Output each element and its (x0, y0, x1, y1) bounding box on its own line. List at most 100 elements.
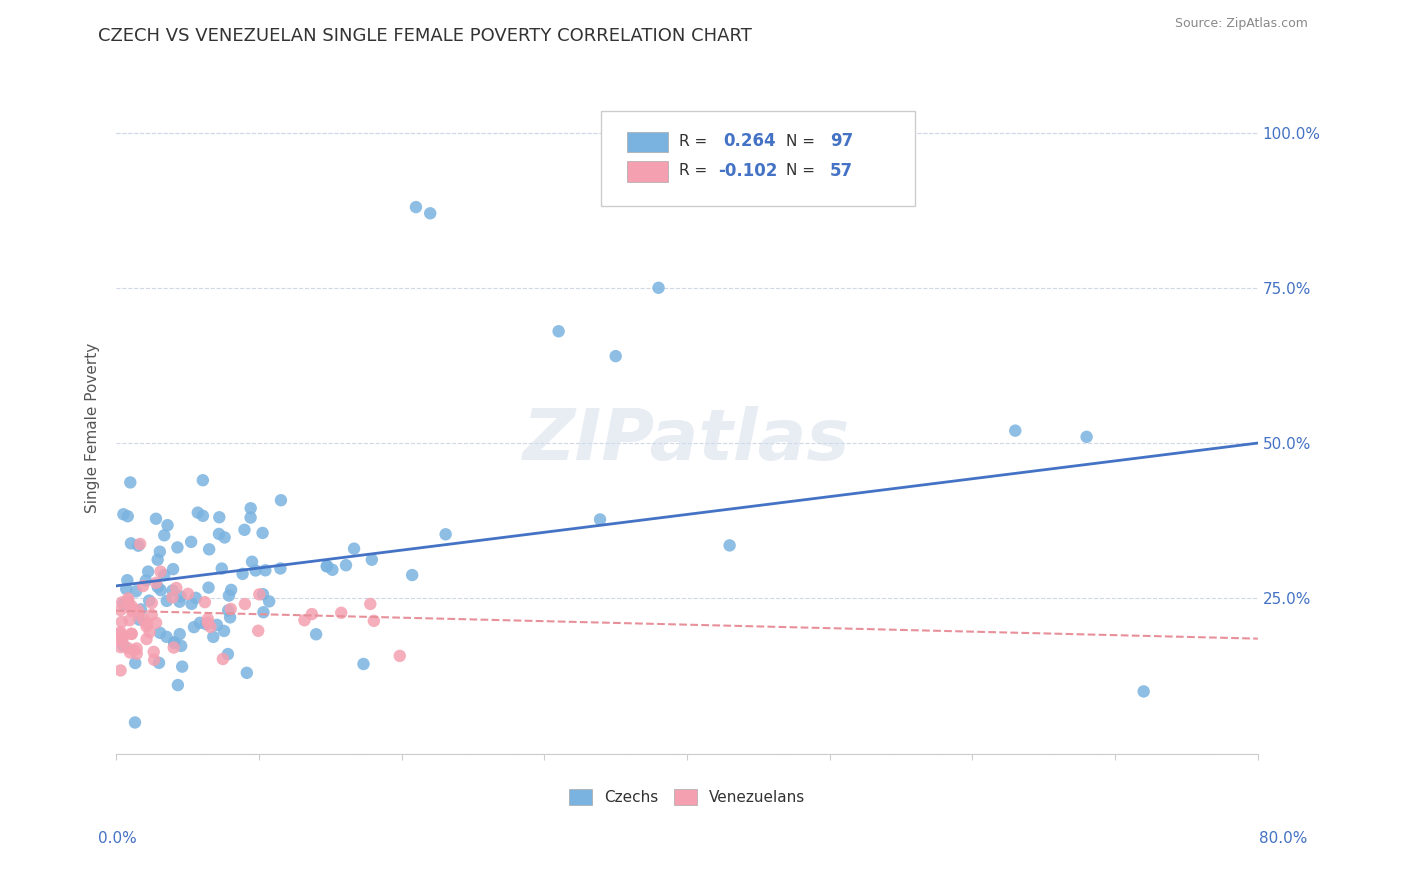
Point (167, 678, 190, 692)
Point (121, 602, 143, 616)
Point (132, 612, 155, 626)
Point (111, 632, 134, 646)
Point (112, 639, 135, 653)
Point (149, 544, 172, 558)
Point (1004, 424, 1026, 438)
Point (117, 640, 139, 655)
Point (233, 523, 256, 537)
Point (257, 594, 280, 608)
Point (589, 512, 612, 526)
Point (110, 603, 132, 617)
Point (169, 627, 191, 641)
Point (388, 648, 411, 663)
Point (214, 531, 236, 545)
Point (172, 659, 194, 673)
Point (163, 635, 186, 649)
Text: N =: N = (786, 163, 820, 178)
Point (145, 575, 167, 590)
Point (198, 542, 221, 557)
Point (118, 613, 141, 627)
Point (247, 587, 270, 601)
Point (605, 349, 627, 363)
Point (205, 618, 228, 632)
Point (195, 617, 218, 632)
Point (212, 652, 235, 666)
Point (111, 615, 134, 629)
Point (112, 597, 135, 611)
Point (187, 506, 209, 520)
Point (219, 602, 242, 616)
Point (143, 653, 166, 667)
Point (217, 647, 239, 661)
Point (162, 583, 184, 598)
Point (363, 614, 385, 628)
Point (247, 624, 270, 638)
Point (647, 281, 669, 295)
Point (180, 597, 202, 611)
Point (188, 615, 211, 630)
Point (141, 607, 163, 622)
Point (1076, 430, 1098, 444)
Point (148, 656, 170, 670)
Point (125, 584, 148, 599)
Point (316, 559, 339, 574)
Point (120, 627, 142, 641)
Point (146, 580, 169, 594)
Point (117, 573, 139, 587)
Point (245, 564, 267, 578)
Point (120, 536, 142, 550)
Point (191, 508, 214, 523)
Point (200, 620, 222, 634)
Point (218, 589, 240, 603)
Point (145, 512, 167, 526)
Point (141, 596, 163, 610)
Text: 0.264: 0.264 (724, 132, 776, 150)
Point (127, 607, 149, 622)
Point (269, 561, 291, 575)
Point (122, 643, 145, 657)
Point (142, 645, 165, 659)
Point (121, 599, 143, 614)
Point (169, 590, 191, 604)
Point (129, 537, 152, 551)
Point (169, 595, 191, 609)
Point (401, 568, 423, 582)
Point (236, 665, 259, 680)
Point (353, 657, 375, 671)
Point (232, 566, 254, 581)
Point (177, 587, 200, 601)
Point (110, 640, 132, 654)
Point (163, 636, 186, 650)
Point (163, 640, 186, 655)
Point (121, 627, 143, 641)
Point (110, 664, 132, 678)
Point (233, 597, 256, 611)
Point (149, 583, 172, 598)
Point (118, 645, 141, 659)
Point (135, 619, 157, 633)
Text: 97: 97 (830, 132, 853, 150)
Point (170, 639, 193, 653)
Point (191, 473, 214, 487)
Point (252, 587, 274, 601)
Point (197, 612, 219, 626)
Text: 80.0%: 80.0% (1260, 831, 1308, 846)
Point (117, 594, 139, 608)
Point (111, 595, 134, 609)
Point (165, 581, 187, 595)
Point (270, 493, 292, 508)
Point (153, 568, 176, 582)
Text: 57: 57 (830, 161, 853, 179)
Point (343, 541, 366, 556)
Point (183, 620, 205, 634)
Point (138, 625, 160, 640)
Legend: Czechs, Venezuelans: Czechs, Venezuelans (562, 783, 811, 811)
Point (128, 613, 150, 627)
Point (321, 563, 343, 577)
Point (125, 647, 148, 661)
Point (197, 615, 219, 630)
Point (718, 538, 741, 552)
Point (136, 565, 159, 579)
Point (136, 616, 159, 631)
Point (156, 594, 179, 608)
